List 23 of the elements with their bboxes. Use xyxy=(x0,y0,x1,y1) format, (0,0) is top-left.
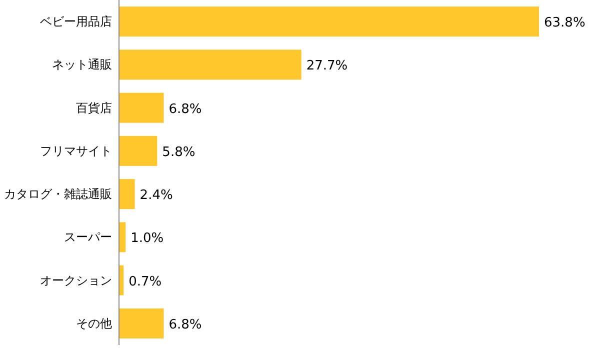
data-label: 27.7% xyxy=(306,58,348,74)
bar xyxy=(119,92,164,123)
data-label: 1.0% xyxy=(130,231,164,246)
y-tick-label: カタログ・雑誌通販 xyxy=(4,187,112,202)
bar xyxy=(119,136,158,166)
bar xyxy=(119,222,126,252)
data-label: 63.8% xyxy=(544,16,586,31)
bar xyxy=(119,50,302,80)
bar xyxy=(119,179,135,210)
data-label: 2.4% xyxy=(140,188,173,204)
data-label: 0.7% xyxy=(128,274,162,290)
y-tick-label: その他 xyxy=(76,316,112,330)
y-tick-label: ネット通販 xyxy=(52,58,112,72)
bar xyxy=(119,308,164,338)
y-tick-label: フリマサイト xyxy=(40,144,112,158)
data-label: 6.8% xyxy=(168,102,202,117)
y-tick-label: ベビー用品店 xyxy=(40,14,112,29)
data-label: 6.8% xyxy=(168,317,202,332)
y-tick-label: オークション xyxy=(40,273,112,288)
y-tick-label: スーパー xyxy=(64,230,112,244)
bar xyxy=(119,6,539,37)
data-label: 5.8% xyxy=(162,144,196,160)
y-tick-label: 百貨店 xyxy=(76,100,112,115)
